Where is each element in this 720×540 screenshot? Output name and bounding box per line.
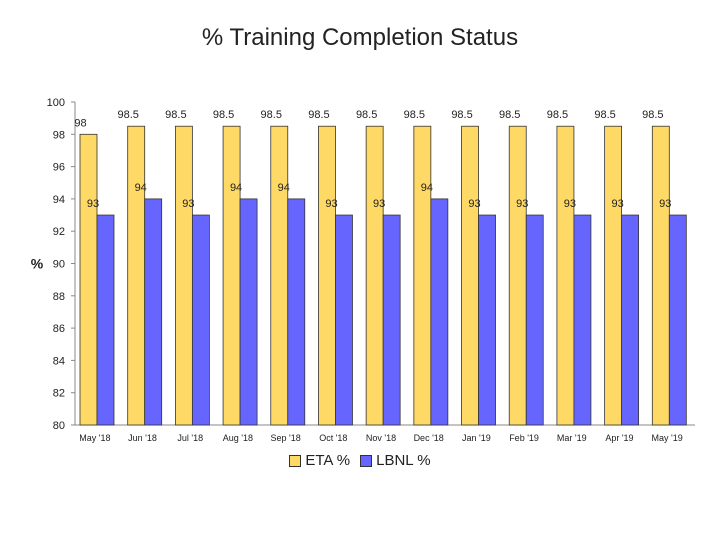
legend: ETA % LBNL % [0,452,720,469]
data-label: 98 [74,117,86,129]
y-tick-label: 94 [53,194,65,206]
data-label: 94 [278,182,290,194]
bar-lbnl [335,214,353,426]
bar-eta [174,125,193,426]
x-tick-label: Oct '18 [319,433,347,443]
x-tick-label: Jun '18 [128,433,157,443]
bar-eta [604,125,623,426]
bar-lbnl [144,198,163,426]
y-tick-label: 90 [53,259,65,271]
data-label: 98.5 [404,109,425,121]
data-label: 98.5 [642,109,663,121]
bar-lbnl [621,214,640,426]
data-label: 98.5 [261,109,282,121]
y-tick-label: 84 [53,355,65,367]
legend-label: LBNL % [376,452,431,469]
legend-item: LBNL % [360,452,431,469]
data-label: 93 [325,198,337,210]
data-label: 98.5 [213,109,234,121]
bar-lbnl [191,214,210,426]
bar-eta [556,125,575,426]
data-label: 98.5 [451,109,472,121]
data-label: 93 [611,198,623,210]
data-label: 98.5 [594,109,615,121]
y-tick-label: 98 [53,129,65,141]
legend-label: ETA % [305,452,351,469]
bar-lbnl [382,214,401,426]
bar-lbnl [430,198,449,426]
bar-eta [651,125,670,426]
bar-eta [222,125,241,426]
bar-lbnl [239,198,258,426]
x-tick-label: May '19 [652,433,683,443]
y-axis-label: % [31,256,44,272]
data-label: 98.5 [499,109,520,121]
data-label: 93 [87,198,99,210]
data-label: 98.5 [547,109,568,121]
x-tick-label: Dec '18 [414,433,444,443]
data-label: 98.5 [308,109,329,121]
data-label: 94 [421,182,433,194]
bar-eta [365,125,384,426]
data-label: 93 [468,198,480,210]
y-tick-label: 96 [53,162,65,174]
data-label: 93 [564,198,576,210]
y-tick-label: 86 [53,323,65,335]
data-label: 94 [230,182,242,194]
bar-lbnl [96,214,115,426]
x-tick-label: Apr '19 [605,433,633,443]
bar-eta [270,125,289,426]
bar-lbnl [573,214,592,426]
data-label: 93 [516,198,528,210]
bar-lbnl [668,214,687,426]
data-label: 93 [659,198,671,210]
bar-eta [508,125,527,426]
legend-swatch [289,454,302,467]
bar-lbnl [478,214,496,426]
y-tick-label: 92 [53,226,65,238]
legend-item: ETA % [289,452,350,469]
bar-lbnl [525,214,544,426]
x-tick-label: May '18 [79,433,110,443]
y-tick-label: 100 [47,97,65,109]
x-tick-label: Nov '18 [366,433,396,443]
y-tick-label: 80 [53,420,65,432]
bar-eta [413,125,432,426]
x-tick-label: Jan '19 [462,433,491,443]
bar-eta [127,125,146,426]
data-label: 94 [135,182,147,194]
x-tick-label: Aug '18 [223,433,253,443]
data-label: 93 [182,198,194,210]
data-label: 98.5 [165,109,186,121]
x-tick-label: Mar '19 [557,433,587,443]
bar-lbnl [287,198,306,426]
legend-swatch [360,454,373,467]
bar-eta [318,125,336,426]
data-label: 93 [373,198,385,210]
x-tick-label: Feb '19 [509,433,539,443]
data-label: 98.5 [356,109,377,121]
x-tick-label: Jul '18 [177,433,203,443]
y-tick-label: 82 [53,388,65,400]
chart-title: % Training Completion Status [201,24,519,51]
y-tick-label: 88 [53,291,65,303]
bar-eta [79,133,98,426]
data-label: 98.5 [117,109,138,121]
bar-eta [461,125,479,426]
x-tick-label: Sep '18 [270,433,300,443]
